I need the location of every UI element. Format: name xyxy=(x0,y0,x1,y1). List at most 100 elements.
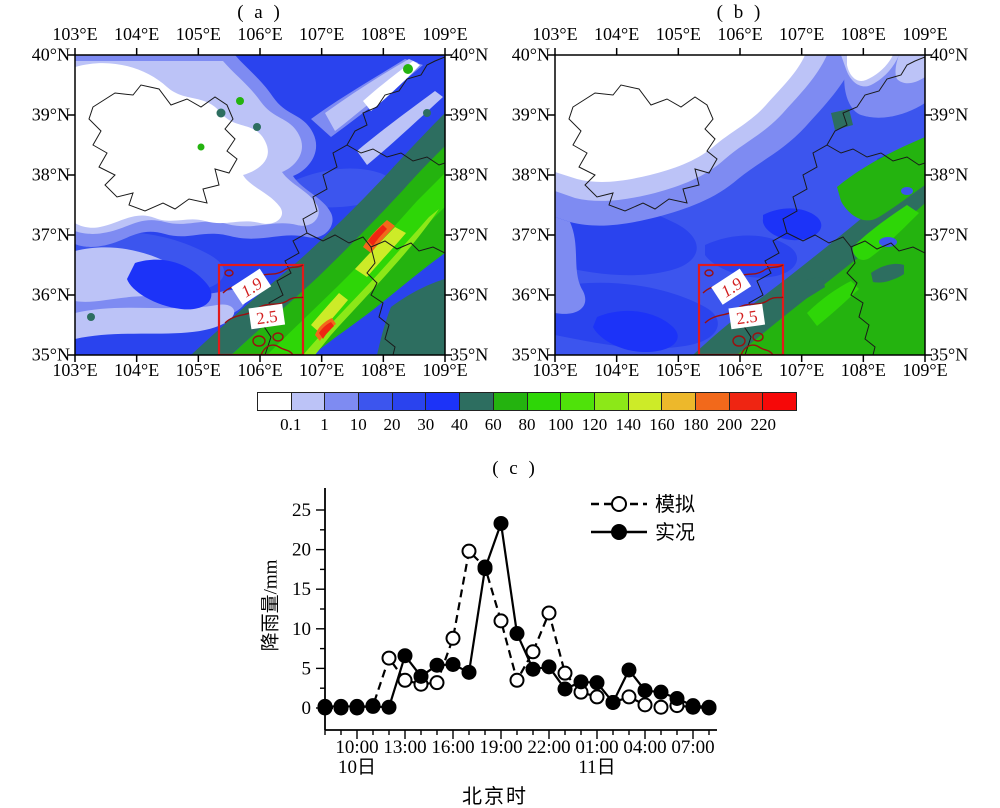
data-point xyxy=(685,698,701,714)
precipitation-field-b: 1.9 2.5 xyxy=(555,55,925,355)
lon-tick-label: 107°E xyxy=(779,360,825,380)
panel-a-lon-labels-top: 103°E 104°E 105°E 106°E 107°E 108°E 109°E xyxy=(52,24,467,46)
lat-tick-label: 40°N xyxy=(511,44,550,65)
lon-tick-label: 106°E xyxy=(237,24,283,44)
colorbar-cell xyxy=(325,393,360,410)
lat-tick-label: 36°N xyxy=(31,284,70,305)
data-point xyxy=(669,690,685,706)
data-point xyxy=(349,698,365,714)
province-borders xyxy=(568,56,925,355)
x-tick-label: 22:00 xyxy=(527,737,570,758)
lon-tick-label: 105°E xyxy=(655,360,701,380)
lon-tick-label: 104°E xyxy=(594,360,640,380)
lat-tick-label: 40°N xyxy=(930,44,969,65)
box-label-lower-text: 2.5 xyxy=(255,307,279,329)
colorbar-tick-label: 100 xyxy=(548,415,574,434)
map-b-ticks xyxy=(548,48,932,362)
colorbar-tick-label: 10 xyxy=(349,415,367,434)
x-tick-label: 16:00 xyxy=(431,737,474,758)
colorbar-cell xyxy=(527,393,562,410)
lon-tick-label: 107°E xyxy=(299,24,345,44)
colorbar-tick-label: 140 xyxy=(615,415,642,434)
data-point xyxy=(381,699,397,715)
panel-a-lat-labels-right: 40°N 39°N 38°N 37°N 36°N 35°N xyxy=(450,45,496,365)
colorbar-tick-label: 30 xyxy=(417,415,435,434)
map-panel-a: 1.9 2.5 xyxy=(68,48,452,362)
lon-tick-label: 109°E xyxy=(902,24,948,44)
panel-b-lon-labels-top: 103°E 104°E 105°E 106°E 107°E 108°E 109°E xyxy=(532,24,947,46)
data-point xyxy=(429,675,445,691)
lon-tick-label: 106°E xyxy=(717,360,763,380)
data-point xyxy=(493,515,509,531)
lat-tick-label: 37°N xyxy=(450,224,489,245)
box-label-lower-text: 2.5 xyxy=(735,307,759,329)
colorbar-tick-label: 20 xyxy=(383,415,401,434)
y-tick-label: 25 xyxy=(292,500,311,521)
series-markers-observed xyxy=(317,515,717,715)
x-tick-label: 04:00 xyxy=(623,737,666,758)
lat-tick-label: 35°N xyxy=(31,344,70,365)
colorbar-cell xyxy=(426,393,461,410)
panel-b-lat-labels-right: 40°N 39°N 38°N 37°N 36°N 35°N xyxy=(930,45,976,365)
colorbar-cell xyxy=(561,393,595,410)
day-label: 10日 xyxy=(338,757,376,778)
colorbar-tick-label: 80 xyxy=(518,415,536,434)
lat-tick-label: 38°N xyxy=(511,164,550,185)
colorbar-cell xyxy=(460,393,494,410)
data-point xyxy=(525,644,541,660)
colorbar-tick-label: 60 xyxy=(484,415,502,434)
lat-tick-label: 39°N xyxy=(450,104,489,125)
panel-b-lon-labels-bottom: 103°E 104°E 105°E 106°E 107°E 108°E 109°E xyxy=(532,360,947,382)
data-point xyxy=(621,662,637,678)
colorbar-tick-label: 200 xyxy=(716,415,743,434)
data-point xyxy=(429,657,445,673)
precipitation-colorbar xyxy=(257,392,797,411)
lat-tick-label: 36°N xyxy=(930,284,969,305)
data-point xyxy=(461,664,477,680)
lat-tick-label: 36°N xyxy=(450,284,489,305)
lat-tick-label: 40°N xyxy=(31,44,70,65)
lat-tick-label: 38°N xyxy=(930,164,969,185)
colorbar-cell xyxy=(493,393,528,410)
lon-tick-label: 106°E xyxy=(717,24,763,44)
lon-tick-label: 105°E xyxy=(175,360,221,380)
data-point xyxy=(333,698,349,714)
y-tick-label: 0 xyxy=(302,698,312,719)
data-point xyxy=(621,689,637,705)
colorbar-cell xyxy=(258,393,292,410)
lon-tick-label: 109°E xyxy=(422,360,468,380)
colorbar-tick-label: 40 xyxy=(451,415,468,434)
lat-tick-label: 36°N xyxy=(511,284,550,305)
panel-b-title: ( b ) xyxy=(716,2,764,23)
colorbar-tick-label: 1 xyxy=(320,415,329,434)
data-point xyxy=(525,661,541,677)
data-point xyxy=(397,672,413,688)
lat-tick-label: 38°N xyxy=(31,164,70,185)
data-point xyxy=(397,648,413,664)
lon-tick-label: 109°E xyxy=(422,24,468,44)
lon-tick-label: 107°E xyxy=(779,24,825,44)
legend-entry-label: 实况 xyxy=(655,521,695,544)
panel-c-title: ( c ) xyxy=(492,458,538,479)
data-point xyxy=(589,689,605,705)
y-tick-label: 5 xyxy=(302,658,312,679)
lon-tick-label: 103°E xyxy=(532,24,578,44)
panel-a-lat-labels-left: 40°N 39°N 38°N 37°N 36°N 35°N xyxy=(24,45,70,365)
data-point xyxy=(637,697,653,713)
lon-tick-label: 106°E xyxy=(237,360,283,380)
data-point xyxy=(509,672,525,688)
data-point xyxy=(557,681,573,697)
x-tick-label: 19:00 xyxy=(479,737,522,758)
colorbar-tick-label: 180 xyxy=(683,415,709,434)
chart-ticks xyxy=(316,509,710,739)
data-point xyxy=(701,699,717,715)
data-point xyxy=(653,684,669,700)
lon-tick-label: 103°E xyxy=(52,360,98,380)
chart-series xyxy=(317,515,717,716)
lat-tick-label: 39°N xyxy=(930,104,969,125)
data-point xyxy=(413,668,429,684)
panel-b-lat-labels-left: 40°N 39°N 38°N 37°N 36°N 35°N xyxy=(504,45,550,365)
lon-tick-label: 103°E xyxy=(532,360,578,380)
